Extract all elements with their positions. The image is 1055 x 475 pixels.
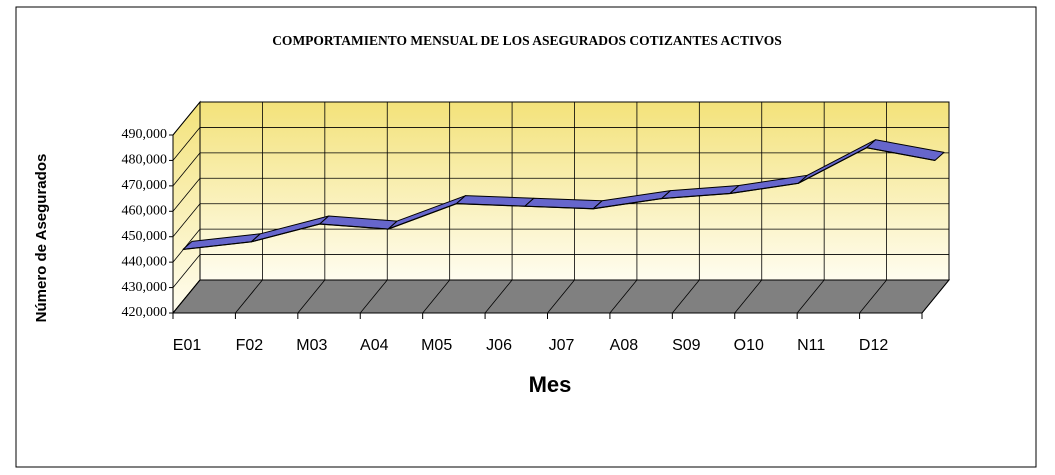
floor-divider bbox=[921, 279, 950, 314]
chart-title: COMPORTAMIENTO MENSUAL DE LOS ASEGURADOS… bbox=[272, 33, 782, 48]
line bbox=[182, 147, 936, 251]
y-tick-label: 470,000 bbox=[122, 178, 168, 193]
x-tick-label: O10 bbox=[734, 337, 764, 354]
y-tick-label: 480,000 bbox=[122, 153, 168, 168]
floor-divider bbox=[547, 279, 575, 314]
y-tick-label: 490,000 bbox=[122, 127, 168, 142]
y-tick-label: 430,000 bbox=[122, 280, 168, 295]
y-tick-label: 450,000 bbox=[122, 229, 168, 244]
floor-divider bbox=[359, 279, 388, 314]
x-tick-label: J07 bbox=[549, 337, 575, 354]
floor-divider bbox=[609, 279, 638, 314]
side-wall bbox=[172, 100, 201, 315]
x-tick-label: A04 bbox=[360, 337, 389, 354]
y-axis-title: Número de Asegurados bbox=[33, 154, 50, 323]
x-tick-label: F02 bbox=[236, 337, 264, 354]
floor-divider bbox=[672, 279, 700, 314]
x-tick-label: S09 bbox=[672, 337, 701, 354]
grid-line bbox=[172, 127, 201, 161]
x-axis-title: Mes bbox=[529, 372, 572, 397]
grid-line bbox=[172, 228, 201, 263]
grid-line bbox=[172, 203, 201, 237]
grid-line bbox=[172, 279, 201, 314]
grid-line bbox=[172, 101, 201, 136]
y-tick-label: 460,000 bbox=[122, 204, 168, 219]
floor-divider bbox=[235, 279, 263, 314]
floor-divider bbox=[422, 279, 450, 314]
y-tick-label: 420,000 bbox=[122, 305, 168, 320]
floor-divider bbox=[297, 279, 326, 314]
x-tick-label: M03 bbox=[296, 337, 327, 354]
floor-divider bbox=[484, 279, 513, 314]
grid-line bbox=[172, 152, 201, 187]
floor-divider bbox=[859, 279, 887, 314]
x-tick-label: J06 bbox=[486, 337, 512, 354]
x-tick-label: A08 bbox=[610, 337, 639, 354]
floor-divider bbox=[796, 279, 825, 314]
grid-line bbox=[172, 254, 201, 288]
x-tick-label: M05 bbox=[421, 337, 452, 354]
x-tick-label: N11 bbox=[797, 337, 825, 354]
x-tick-label: E01 bbox=[173, 337, 202, 354]
x-tick-label: D12 bbox=[859, 337, 888, 354]
floor-divider bbox=[734, 279, 763, 314]
y-tick-label: 440,000 bbox=[122, 254, 168, 269]
grid-line bbox=[172, 178, 201, 212]
